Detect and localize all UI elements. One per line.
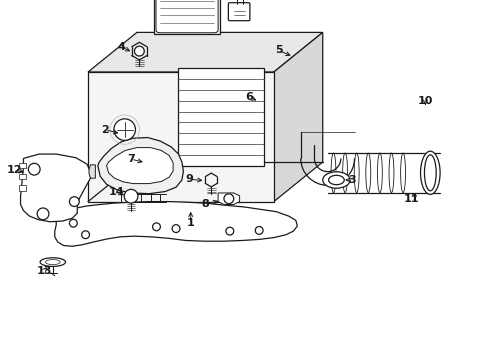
Bar (19, 174, 26, 179)
Text: 2: 2 (101, 125, 109, 135)
Text: 10: 10 (417, 96, 432, 106)
Text: 3: 3 (347, 175, 355, 185)
Text: 14: 14 (108, 186, 124, 197)
Text: 6: 6 (245, 92, 253, 102)
Polygon shape (106, 148, 173, 184)
Ellipse shape (225, 227, 233, 235)
FancyBboxPatch shape (156, 0, 218, 33)
Polygon shape (273, 32, 322, 202)
Bar (154, 0, 220, 34)
Ellipse shape (424, 155, 435, 191)
Ellipse shape (328, 175, 344, 185)
Text: 12: 12 (7, 165, 22, 175)
Polygon shape (98, 138, 183, 194)
Text: 9: 9 (185, 174, 193, 184)
Ellipse shape (224, 194, 233, 204)
Text: 7: 7 (127, 154, 135, 164)
Ellipse shape (37, 208, 49, 220)
Polygon shape (88, 32, 322, 72)
Ellipse shape (322, 172, 349, 188)
Polygon shape (218, 193, 239, 204)
Text: 13: 13 (36, 266, 52, 276)
Ellipse shape (28, 163, 40, 175)
Polygon shape (55, 202, 297, 246)
FancyBboxPatch shape (228, 3, 249, 21)
Text: 4: 4 (117, 42, 125, 52)
Ellipse shape (81, 231, 89, 239)
Polygon shape (20, 154, 90, 222)
Ellipse shape (114, 119, 135, 140)
Text: 1: 1 (186, 218, 194, 228)
Ellipse shape (40, 258, 65, 266)
Ellipse shape (134, 46, 144, 56)
Bar (178, 68, 264, 166)
Ellipse shape (152, 223, 160, 231)
Ellipse shape (124, 189, 138, 203)
Ellipse shape (420, 151, 439, 194)
Text: 11: 11 (403, 194, 419, 204)
Text: 8: 8 (201, 199, 209, 210)
Ellipse shape (255, 226, 263, 234)
Ellipse shape (172, 225, 180, 233)
Bar (19, 185, 26, 191)
Polygon shape (88, 72, 273, 202)
Ellipse shape (69, 219, 77, 227)
Ellipse shape (69, 197, 79, 207)
Polygon shape (89, 165, 95, 178)
Bar (19, 163, 26, 168)
Text: 5: 5 (274, 45, 282, 55)
